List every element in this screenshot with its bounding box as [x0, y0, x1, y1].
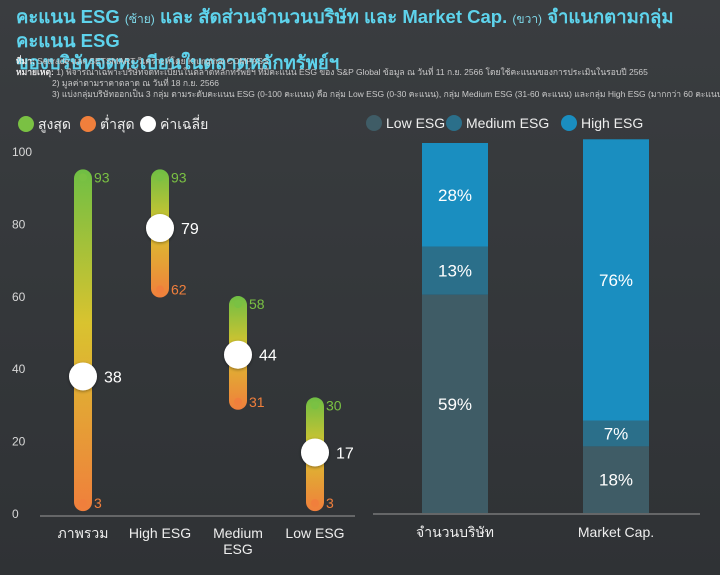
max-point	[79, 173, 87, 182]
title-part: และ สัดส่วนจำนวนบริษัท และ Market Cap.	[159, 6, 508, 27]
min-point	[79, 499, 87, 508]
x-category-label: ภาพรวม	[58, 525, 109, 541]
legend-label-1: Medium ESG	[466, 115, 549, 131]
x-category-label: Medium	[213, 525, 263, 541]
stack-segment	[422, 294, 488, 513]
source-label: ที่มา:	[16, 56, 35, 66]
x-category-label: High ESG	[129, 525, 191, 541]
max-point	[234, 300, 242, 309]
y-tick-label: 40	[12, 362, 26, 376]
y-tick-label: 60	[12, 290, 26, 304]
legend-marker-1	[446, 115, 462, 131]
legend-marker-2	[140, 116, 156, 132]
stack-segment	[422, 246, 488, 295]
stack-segment	[583, 420, 649, 447]
esg-range-chart: สูงสุด ต่ำสุด ค่าเฉลี่ย 0 20 40 60 80 100 93 3 38 ภา…	[12, 115, 355, 557]
min-value-label: 3	[94, 495, 102, 511]
legend-label-0: สูงสุด	[38, 116, 71, 133]
legend-label-2: High ESG	[581, 115, 643, 131]
chart-notes: ที่มา: Settrade และ SETSMART วิเคราะห์โด…	[16, 56, 720, 100]
avg-value-label: 44	[259, 348, 277, 365]
chart-title: คะแนน ESG (ซ้าย) และ สัดส่วนจำนวนบริษัท …	[16, 6, 716, 74]
legend-marker-1	[80, 116, 96, 132]
legend-marker-0	[18, 116, 34, 132]
remark-label: หมายเหตุ:	[16, 67, 54, 77]
avg-value-label: 79	[181, 221, 199, 238]
segment-value-label: 13%	[438, 262, 472, 281]
legend-marker-0	[366, 115, 382, 131]
segment-value-label: 7%	[604, 424, 629, 443]
remark-2: 2) มูลค่าตามราคาตลาด ณ วันที่ 18 ก.ย. 25…	[52, 78, 219, 88]
title-part: คะแนน ESG	[16, 6, 120, 27]
stacked-share-chart: Low ESG Medium ESG High ESG 59% 13% 28% จำนวนบ…	[366, 115, 700, 540]
avg-value-label: 17	[336, 445, 354, 462]
remark-note: หมายเหตุ: 1) พิจารณาเฉพาะบริษัทจดทะเบียน…	[16, 67, 716, 78]
source-note: ที่มา: Settrade และ SETSMART วิเคราะห์โด…	[16, 56, 716, 67]
min-point	[234, 397, 242, 406]
legend-marker-2	[561, 115, 577, 131]
remark-1: 1) พิจารณาเฉพาะบริษัทจดทะเบียนในตลาดหลัก…	[56, 67, 648, 77]
range-bar	[74, 169, 92, 512]
y-tick-label: 20	[12, 435, 26, 449]
title-part: (ซ้าย)	[124, 12, 155, 26]
max-point	[156, 173, 164, 182]
max-value-label: 58	[249, 296, 265, 312]
max-value-label: 93	[171, 169, 187, 185]
stack-segment	[583, 446, 649, 513]
min-value-label: 31	[249, 394, 265, 410]
segment-value-label: 28%	[438, 186, 472, 205]
title-part: (ขวา)	[512, 12, 543, 26]
max-value-label: 30	[326, 397, 342, 413]
legend-label-0: Low ESG	[386, 115, 445, 131]
min-value-label: 3	[326, 495, 334, 511]
min-point	[311, 499, 319, 508]
avg-point	[146, 214, 174, 243]
x-category-label: ESG	[223, 541, 253, 557]
segment-value-label: 59%	[438, 395, 472, 414]
stack-segment	[583, 139, 649, 421]
max-value-label: 93	[94, 169, 110, 185]
avg-value-label: 38	[104, 369, 122, 386]
source-text: Settrade และ SETSMART วิเคราะห์โดย Krung…	[37, 56, 269, 66]
x-category-label: Low ESG	[285, 525, 344, 541]
y-tick-label: 80	[12, 217, 26, 231]
remark-3: 3) แบ่งกลุ่มบริษัทออกเป็น 3 กลุ่ม ตามระด…	[52, 89, 720, 99]
segment-value-label: 76%	[599, 271, 633, 290]
min-value-label: 62	[171, 282, 187, 298]
avg-point	[301, 438, 329, 467]
x-category-label: Market Cap.	[578, 524, 654, 540]
avg-point	[69, 362, 97, 391]
x-category-label: จำนวนบริษัท	[416, 524, 494, 540]
y-tick-label: 100	[12, 145, 32, 159]
legend-label-2: ค่าเฉลี่ย	[160, 115, 208, 132]
y-tick-label: 0	[12, 507, 19, 521]
legend-label-1: ต่ำสุด	[100, 115, 135, 133]
avg-point	[224, 340, 252, 369]
title-line-2: ของบริษัทจดทะเบียนในตลาดหลักทรัพย์ฯ	[16, 52, 340, 73]
max-point	[311, 401, 319, 410]
min-point	[156, 285, 164, 294]
stack-segment	[422, 143, 488, 247]
title-part: จำแนกตามกลุ่มคะแนน ESG	[16, 6, 674, 51]
segment-value-label: 18%	[599, 471, 633, 490]
